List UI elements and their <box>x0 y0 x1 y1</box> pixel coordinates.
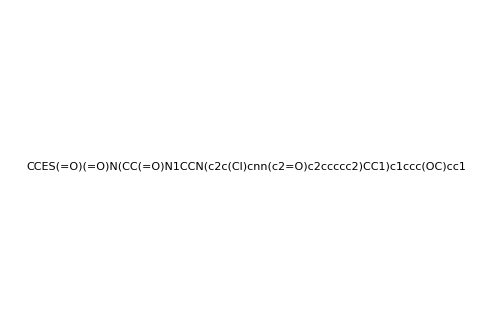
Text: CCES(=O)(=O)N(CC(=O)N1CCN(c2c(Cl)cnn(c2=O)c2ccccc2)CC1)c1ccc(OC)cc1: CCES(=O)(=O)N(CC(=O)N1CCN(c2c(Cl)cnn(c2=… <box>26 162 466 171</box>
